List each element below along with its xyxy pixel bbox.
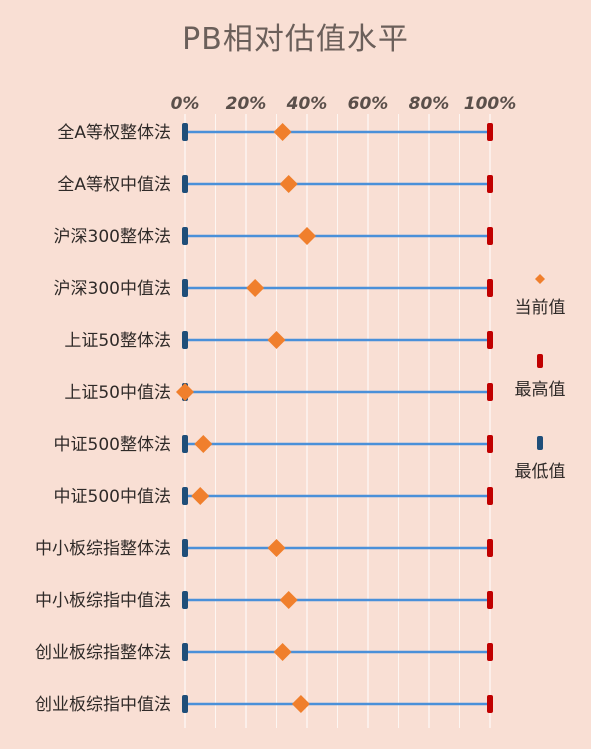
x-tick-label: 0% xyxy=(171,94,200,114)
max-marker xyxy=(487,279,493,297)
x-tick-label: 60% xyxy=(348,94,389,114)
legend-current-label: 当前值 xyxy=(515,298,566,318)
category-label: 创业板综指整体法 xyxy=(35,643,171,663)
current-marker xyxy=(267,539,286,557)
current-marker xyxy=(191,487,210,505)
current-marker xyxy=(194,435,213,453)
min-marker xyxy=(182,331,188,349)
legend-max-swatch xyxy=(537,354,543,368)
current-marker xyxy=(291,695,310,713)
current-marker xyxy=(298,227,316,245)
min-marker xyxy=(182,487,188,505)
max-marker xyxy=(487,643,493,661)
current-marker xyxy=(279,175,298,193)
max-marker xyxy=(487,591,493,609)
min-marker xyxy=(182,435,188,453)
x-tick-label: 40% xyxy=(286,94,328,114)
max-marker xyxy=(487,227,493,245)
x-tick-label: 100% xyxy=(464,94,517,114)
current-marker xyxy=(279,591,298,609)
current-marker xyxy=(273,643,292,661)
current-marker xyxy=(176,383,194,401)
category-label: 中证500整体法 xyxy=(54,435,171,455)
category-label: 上证50整体法 xyxy=(64,331,171,351)
chart-title: PB相对估值水平 xyxy=(182,22,409,57)
max-marker xyxy=(487,539,493,557)
legend-min-label: 最低值 xyxy=(515,462,566,482)
category-label: 全A等权整体法 xyxy=(57,123,171,143)
category-label: 沪深300中值法 xyxy=(54,279,171,299)
min-marker xyxy=(182,227,188,245)
min-marker xyxy=(182,643,188,661)
min-marker xyxy=(182,695,188,713)
max-marker xyxy=(487,175,493,193)
min-marker xyxy=(182,539,188,557)
max-marker xyxy=(487,123,493,141)
current-marker xyxy=(267,331,286,349)
current-marker xyxy=(273,123,292,141)
category-label: 创业板综指中值法 xyxy=(35,695,171,715)
legend-max-label: 最高值 xyxy=(515,380,566,400)
min-marker xyxy=(182,175,188,193)
max-marker xyxy=(487,695,493,713)
x-tick-label: 20% xyxy=(226,94,267,114)
category-label: 上证50中值法 xyxy=(64,383,171,403)
min-marker xyxy=(182,591,188,609)
legend-min-swatch xyxy=(537,436,543,450)
category-label: 全A等权中值法 xyxy=(57,175,171,195)
legend-current-swatch xyxy=(535,274,545,284)
current-marker xyxy=(246,279,265,297)
max-marker xyxy=(487,383,493,401)
min-marker xyxy=(182,123,188,141)
max-marker xyxy=(487,487,493,505)
category-label: 中证500中值法 xyxy=(54,487,171,507)
category-label: 中小板综指整体法 xyxy=(35,539,171,559)
category-label: 沪深300整体法 xyxy=(54,227,171,247)
category-label: 中小板综指中值法 xyxy=(35,591,171,611)
max-marker xyxy=(487,331,493,349)
min-marker xyxy=(182,279,188,297)
x-tick-label: 80% xyxy=(409,94,450,114)
max-marker xyxy=(487,435,493,453)
